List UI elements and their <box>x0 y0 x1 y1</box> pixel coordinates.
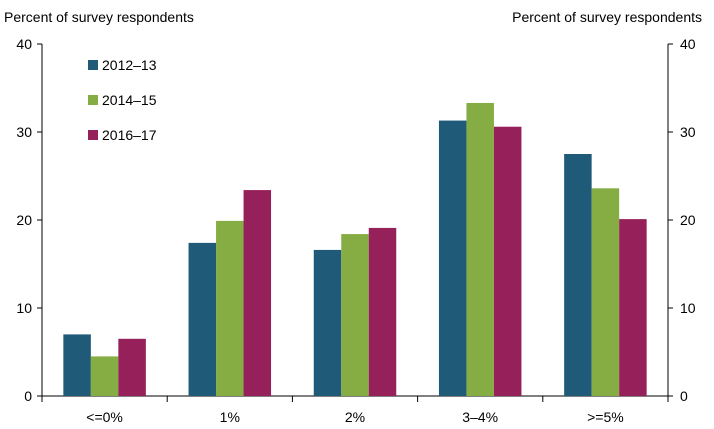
y-tick-label-right: 40 <box>680 36 696 52</box>
y-tick-label-right: 30 <box>680 124 696 140</box>
y-tick-label-left: 20 <box>16 212 32 228</box>
legend-label: 2014–15 <box>102 92 157 108</box>
legend-swatch <box>88 130 98 140</box>
bar <box>118 338 146 396</box>
bar <box>313 249 342 396</box>
bar <box>216 220 244 396</box>
y-tick-label-right: 0 <box>680 388 688 404</box>
x-tick-label: >=5% <box>587 409 624 425</box>
bar <box>90 356 119 396</box>
legend: 2012–13 2014–15 2016–17 <box>88 57 157 143</box>
bar <box>188 242 217 396</box>
legend-label: 2016–17 <box>102 127 157 143</box>
y-tick-label-right: 20 <box>680 212 696 228</box>
legend-swatch <box>88 95 98 105</box>
y-tick-label-left: 0 <box>24 388 32 404</box>
bar <box>368 227 397 396</box>
axes: 0 0 10 10 20 20 30 30 40 40 <=0% 1% 2% 3–4% >=5% <box>16 36 695 425</box>
bars <box>63 102 647 397</box>
x-tick-label: 2% <box>345 409 365 425</box>
y-tick-label-left: 40 <box>16 36 32 52</box>
y-tick-label-left: 30 <box>16 124 32 140</box>
x-tick-label: 3–4% <box>462 409 498 425</box>
bar <box>619 219 647 396</box>
bar <box>341 234 369 396</box>
legend-label: 2012–13 <box>102 57 157 73</box>
legend-swatch <box>88 60 98 70</box>
y-tick-label-right: 10 <box>680 300 696 316</box>
y-tick-label-left: 10 <box>16 300 32 316</box>
bar <box>493 126 522 396</box>
bar <box>438 120 467 396</box>
bar <box>466 102 494 397</box>
y-axis-label-left: Percent of survey respondents <box>4 9 194 25</box>
x-tick-label: 1% <box>220 409 240 425</box>
bar <box>63 334 91 396</box>
x-tick-label: <=0% <box>86 409 123 425</box>
y-axis-label-right: Percent of survey respondents <box>512 9 702 25</box>
bar <box>564 154 592 396</box>
bar <box>591 188 620 396</box>
bar <box>243 190 272 396</box>
